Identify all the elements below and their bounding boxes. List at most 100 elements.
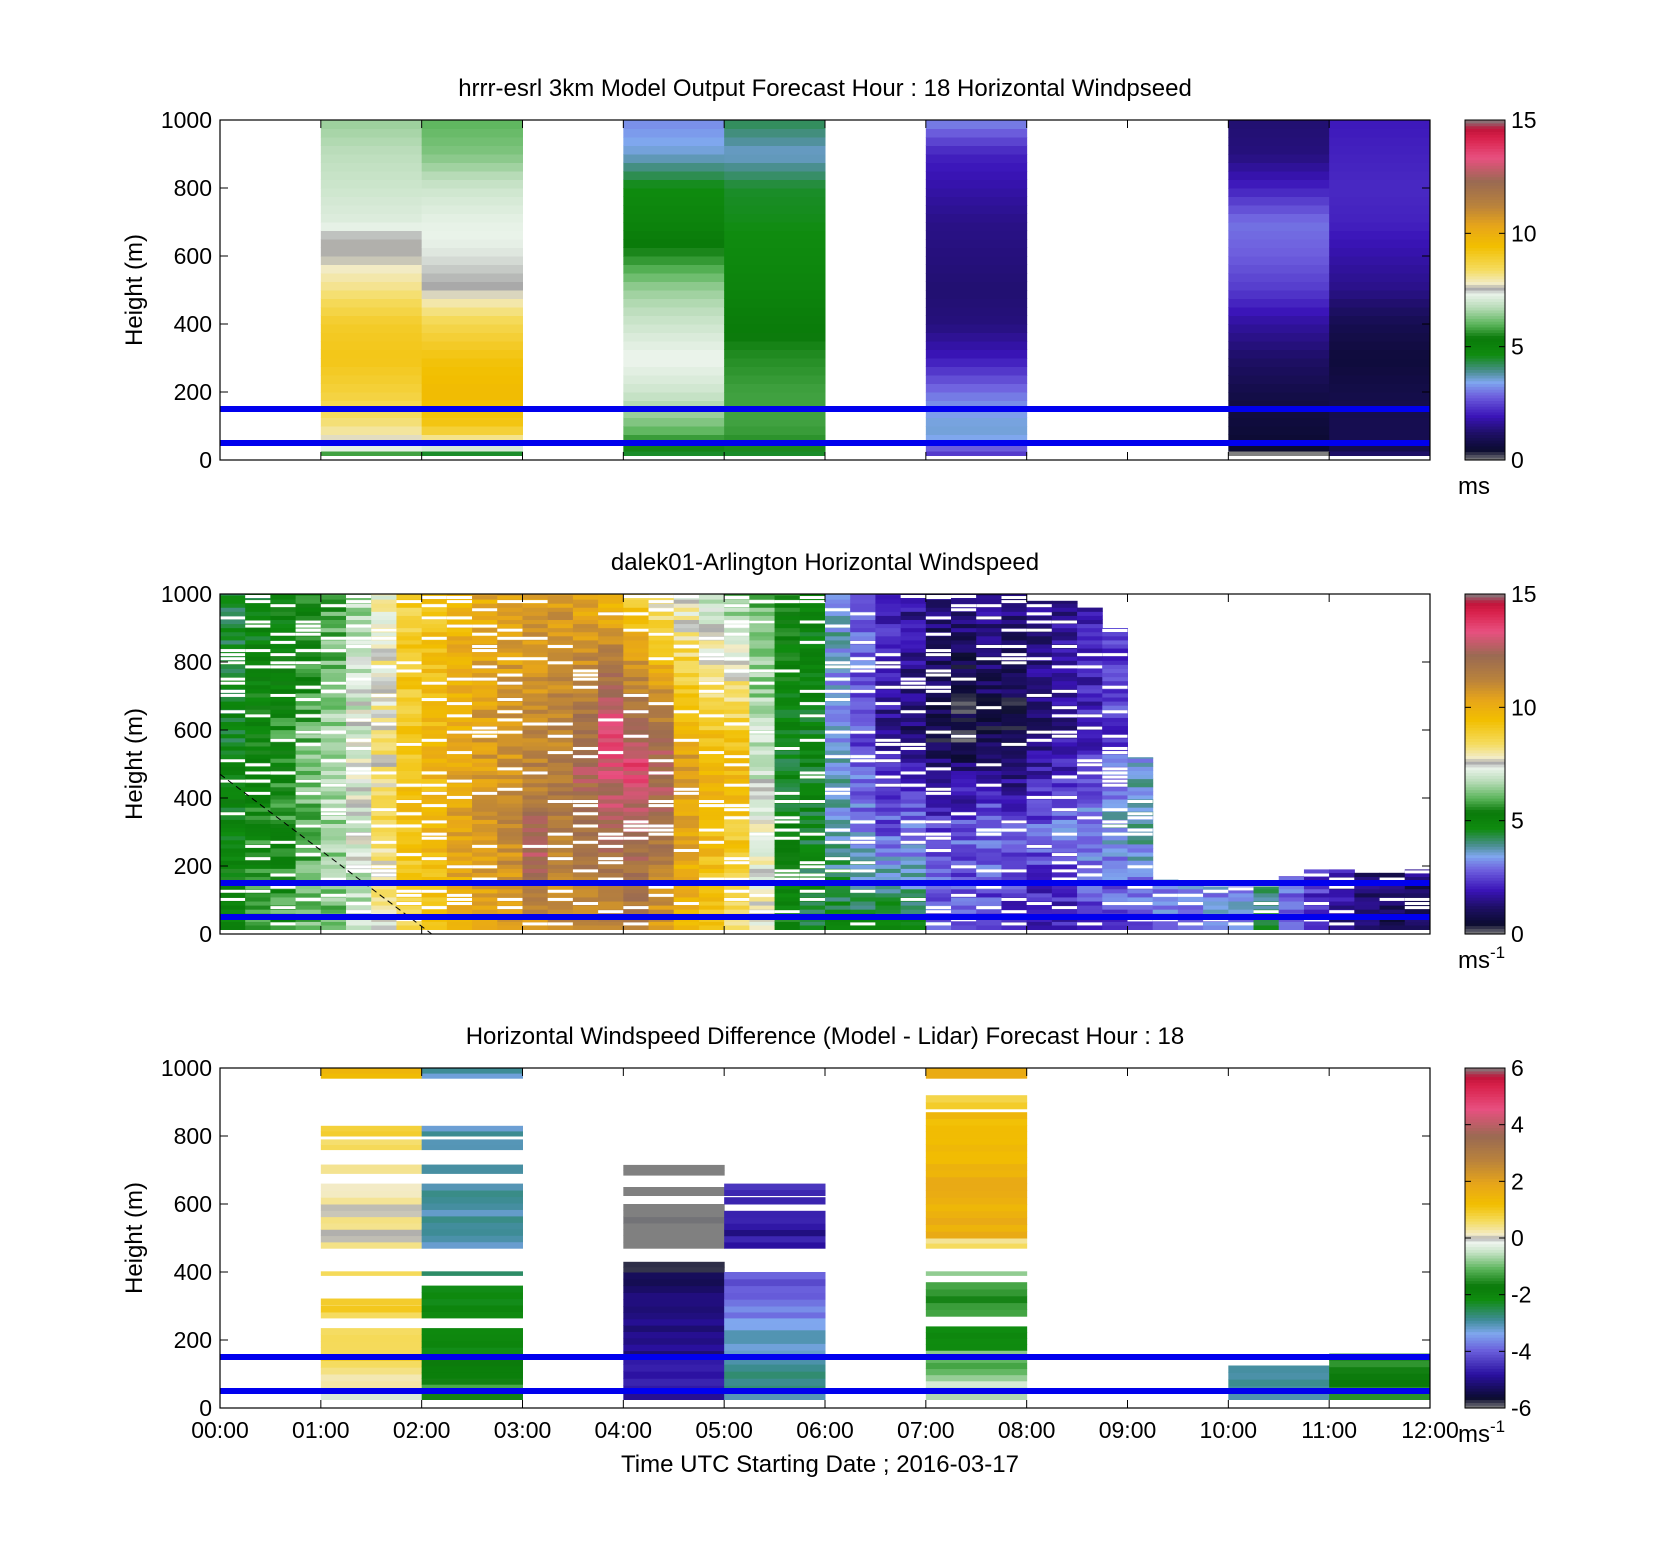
- heatmap-cell: [320, 827, 347, 833]
- heatmap-cell: [724, 831, 750, 837]
- heatmap-cell: [320, 615, 347, 620]
- missing-gap: [396, 853, 422, 857]
- heatmap-cell: [648, 864, 675, 869]
- heatmap-cell: [1329, 179, 1431, 189]
- heatmap-cell: [572, 595, 599, 600]
- heatmap-cell: [976, 733, 1002, 739]
- heatmap-cell: [1051, 872, 1078, 878]
- heatmap-cell: [547, 639, 574, 645]
- heatmap-cell: [648, 692, 675, 698]
- colorbar-segment: [1465, 267, 1505, 271]
- heatmap-cell: [648, 721, 675, 727]
- heatmap-cell: [875, 790, 902, 796]
- missing-gap: [724, 596, 750, 600]
- heatmap-cell: [320, 835, 347, 841]
- heatmap-cell: [497, 701, 523, 706]
- heatmap-cell: [925, 213, 1028, 223]
- heatmap-cell: [799, 819, 826, 824]
- heatmap-cell: [623, 256, 725, 265]
- heatmap-cell: [724, 672, 750, 678]
- heatmap-cell: [774, 615, 801, 620]
- heatmap-cell: [724, 162, 826, 172]
- heatmap-cell: [421, 868, 448, 873]
- heatmap-cell: [295, 921, 322, 926]
- heatmap-cell: [1026, 725, 1053, 731]
- heatmap-cell: [421, 623, 448, 629]
- heatmap-cell: [220, 664, 246, 669]
- heatmap-cell: [547, 774, 574, 780]
- heatmap-cell: [925, 635, 952, 641]
- heatmap-cell: [421, 264, 523, 274]
- heatmap-cell: [295, 705, 322, 710]
- missing-gap: [925, 669, 952, 673]
- missing-gap: [320, 783, 347, 787]
- heatmap-cell: [598, 713, 624, 718]
- colorbar-segment: [1465, 1393, 1505, 1398]
- colorbar-segment: [1465, 1082, 1505, 1086]
- heatmap-cell: [598, 652, 624, 657]
- colorbar-segment: [1465, 1204, 1505, 1208]
- heatmap-cell: [421, 684, 448, 690]
- heatmap-cell: [270, 786, 297, 792]
- heatmap-cell: [270, 595, 297, 600]
- heatmap-cell: [951, 925, 977, 930]
- heatmap-cell: [245, 737, 271, 743]
- heatmap-cell: [850, 799, 876, 804]
- heatmap-cell: [295, 762, 322, 767]
- heatmap-cell: [875, 921, 902, 926]
- colorbar-segment: [1465, 755, 1505, 759]
- heatmap-cell: [320, 1125, 423, 1132]
- heatmap-cell: [396, 790, 423, 796]
- colorbar-segment: [1465, 710, 1505, 714]
- heatmap-cell: [900, 725, 927, 731]
- heatmap-cell: [724, 599, 750, 604]
- heatmap-cell: [799, 615, 826, 620]
- colorbar-segment: [1465, 1334, 1505, 1338]
- heatmap-cell: [1203, 901, 1229, 906]
- heatmap-cell: [623, 315, 725, 325]
- heatmap-cell: [648, 664, 675, 669]
- heatmap-cell: [270, 754, 297, 759]
- heatmap-cell: [749, 758, 776, 763]
- heatmap-cell: [673, 672, 700, 678]
- heatmap-cell: [673, 652, 700, 657]
- heatmap-column: [774, 594, 801, 930]
- heatmap-cell: [875, 909, 902, 914]
- missing-gap: [799, 877, 825, 881]
- heatmap-cell: [446, 733, 473, 739]
- missing-gap: [850, 840, 876, 844]
- heatmap-cell: [925, 1144, 1028, 1152]
- heatmap-cell: [850, 615, 876, 620]
- missing-gap: [371, 722, 397, 726]
- heatmap-cell: [749, 766, 776, 771]
- colorbar-segment: [1465, 599, 1505, 604]
- colorbar-segment: [1465, 369, 1505, 373]
- heatmap-cell: [698, 594, 725, 596]
- missing-gap: [673, 848, 699, 852]
- heatmap-cell: [648, 619, 675, 625]
- missing-gap: [472, 844, 498, 848]
- heatmap-cell: [1228, 434, 1330, 444]
- colorbar-segment: [1465, 639, 1505, 643]
- heatmap-cell: [1077, 786, 1103, 792]
- heatmap-cell: [875, 823, 902, 829]
- heatmap-cell: [774, 713, 801, 718]
- heatmap-cell: [724, 256, 826, 265]
- heatmap-cell: [497, 713, 523, 718]
- heatmap-cell: [1077, 774, 1103, 780]
- heatmap-cell: [295, 692, 322, 698]
- heatmap-cell: [320, 1341, 423, 1348]
- heatmap-cell: [547, 754, 574, 759]
- missing-gap: [396, 742, 422, 746]
- heatmap-cell: [825, 876, 851, 882]
- heatmap-cell: [396, 635, 423, 641]
- heatmap-cell: [1077, 807, 1103, 812]
- heatmap-cell: [295, 774, 322, 780]
- heatmap-cell: [774, 656, 801, 661]
- heatmap-cell: [799, 733, 826, 739]
- heatmap-cell: [1102, 843, 1128, 849]
- colorbar-segment: [1465, 1232, 1505, 1236]
- heatmap-cell: [623, 1170, 725, 1176]
- heatmap-cell: [547, 729, 574, 735]
- heatmap-cell: [522, 856, 549, 861]
